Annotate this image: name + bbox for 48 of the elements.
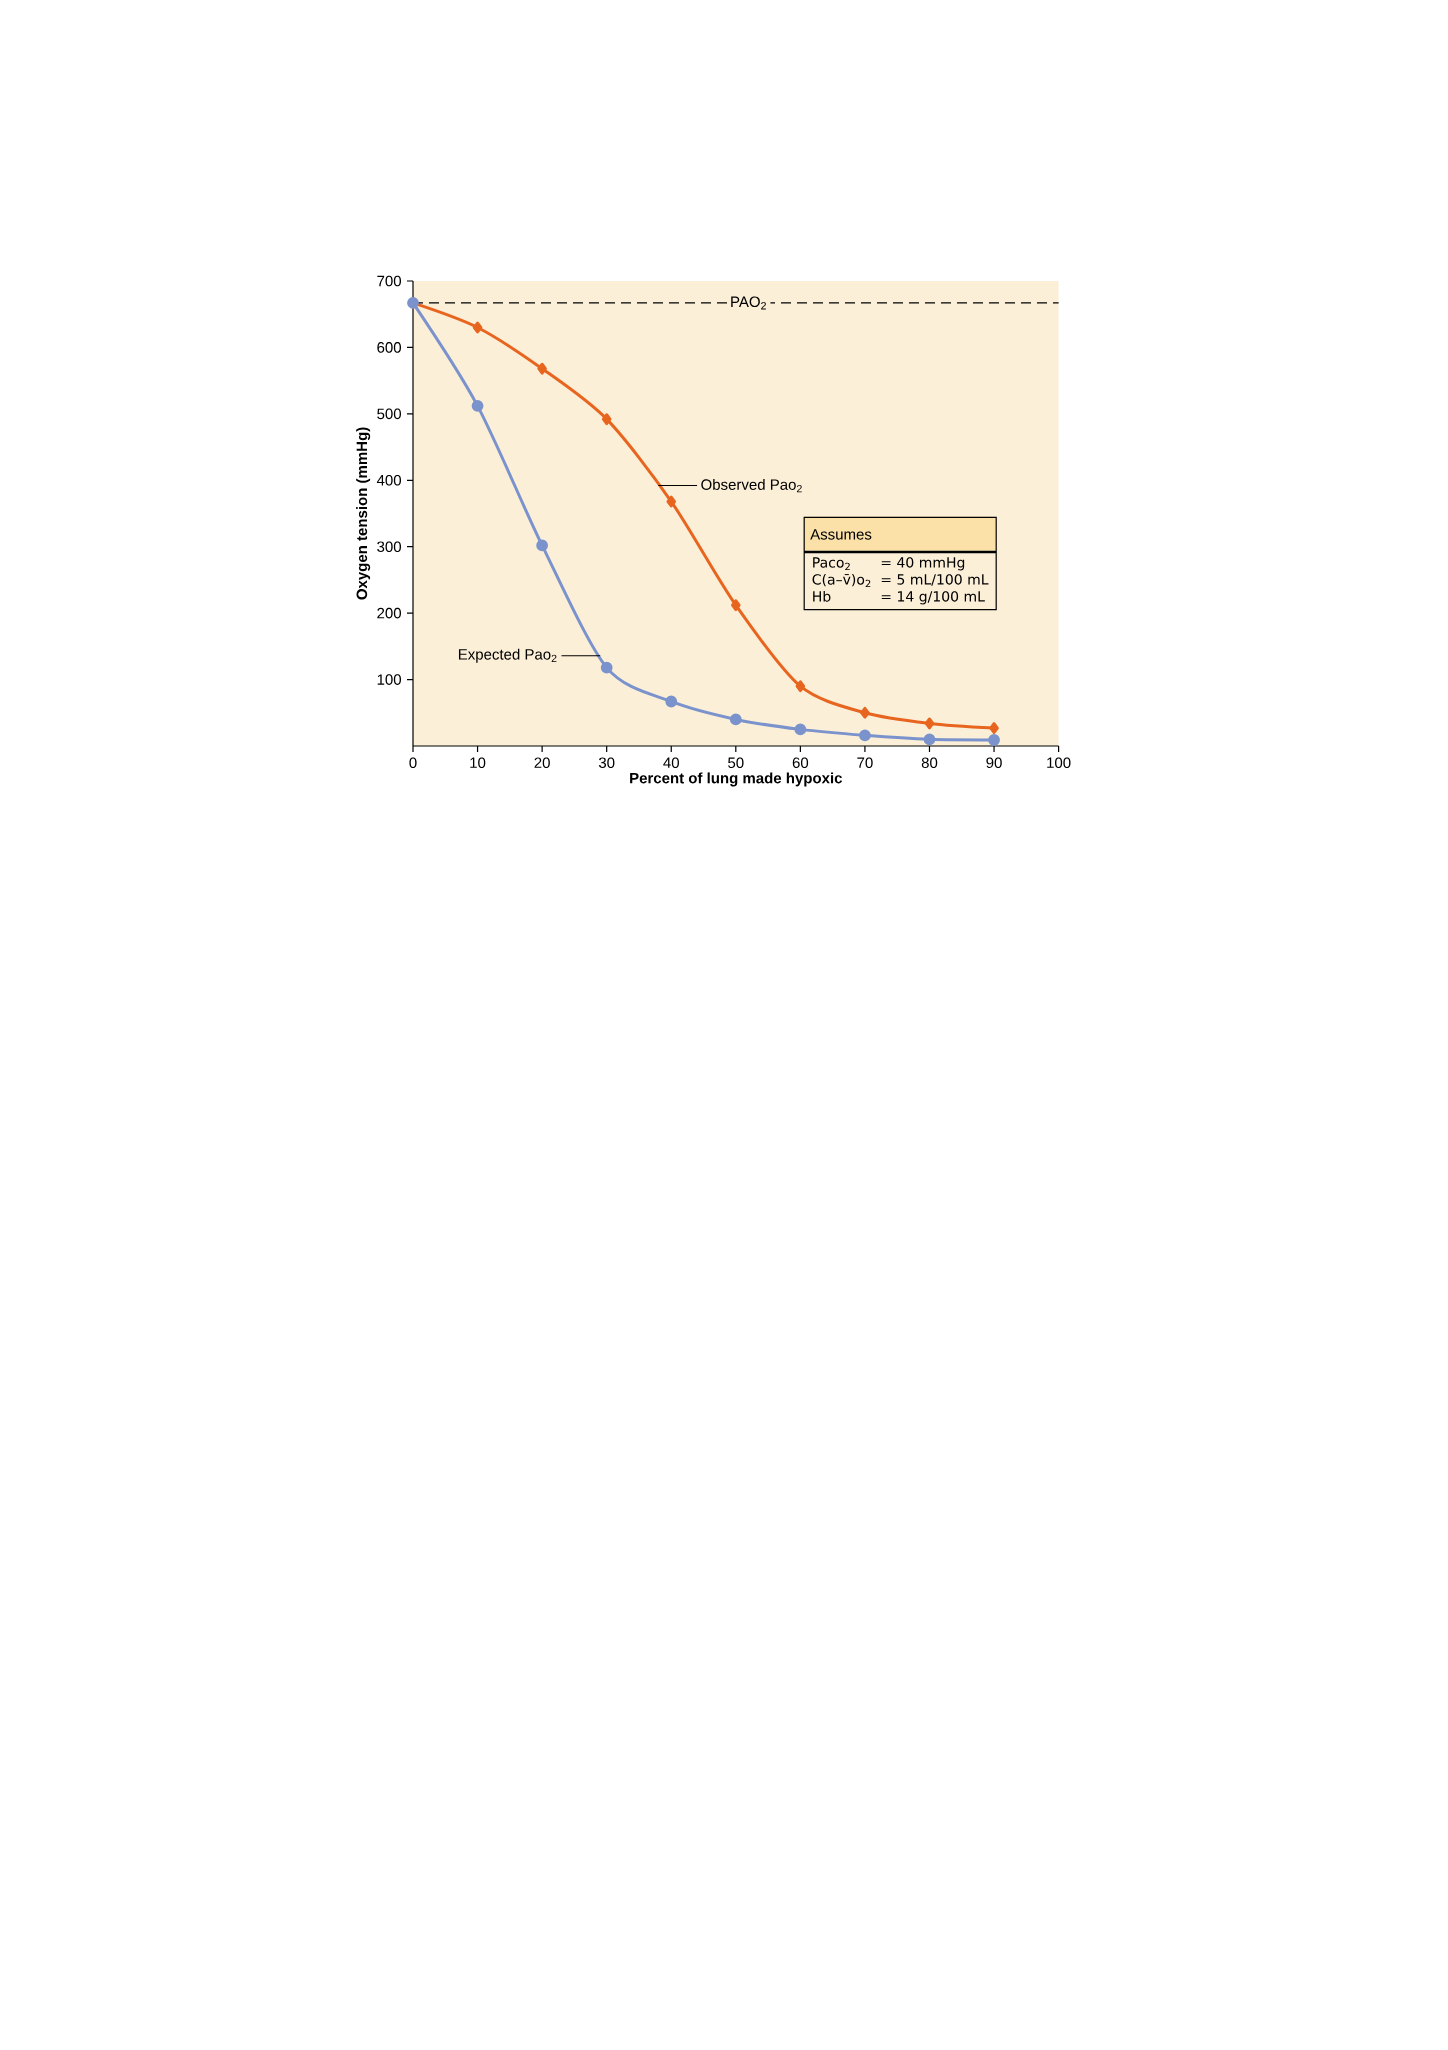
y-tick-label: 100 [377, 674, 401, 685]
point [729, 713, 742, 726]
x-tick-label: 70 [857, 757, 873, 769]
point [860, 706, 870, 719]
point [989, 722, 999, 734]
point [537, 362, 547, 375]
point [988, 734, 1000, 746]
point [600, 661, 613, 674]
y-tick-label: 300 [377, 541, 401, 553]
x-tick-label: 20 [534, 757, 550, 769]
y-tick-label: 600 [377, 342, 401, 353]
annotation: = 14 g/100 mL [881, 591, 985, 605]
x-tick-label: 0 [409, 757, 417, 769]
annotation: C(a–v̄)o$_{2}$ [812, 573, 871, 588]
point [536, 539, 549, 552]
x-tick-label: 10 [470, 757, 486, 769]
x-tick-label: 30 [598, 757, 615, 769]
annotation: = 5 mL/100 mL [881, 574, 989, 586]
point [923, 733, 936, 746]
annotation: Assumes [810, 529, 872, 540]
point [665, 695, 678, 708]
ref-line-label: PAO$_{2}$ [731, 296, 766, 310]
point [472, 321, 483, 334]
x-tick-label: 40 [663, 757, 679, 769]
point [859, 729, 871, 742]
x-tick-label: 100 [1047, 757, 1071, 769]
annotation: Expected Pao$_{2}$ [458, 648, 557, 663]
x-tick-label: 60 [792, 757, 809, 769]
annotation: Hb [813, 590, 831, 602]
annotation: Observed Pao$_{2}$ [701, 478, 802, 493]
x-tick-label: 90 [986, 757, 1002, 769]
y-axis-title: Oxygen tension (mmHg) [356, 427, 371, 600]
annotation: Paco$_{2}$ [813, 557, 850, 571]
x-axis-title: Percent of lung made hypoxic [630, 772, 843, 787]
point [731, 599, 741, 612]
point [795, 680, 806, 693]
y-tick-label: 700 [377, 275, 401, 287]
point [601, 413, 612, 426]
y-tick-label: 400 [376, 474, 401, 486]
x-tick-label: 80 [921, 757, 938, 769]
point [666, 495, 677, 508]
annotation: = 40 mmHg [881, 557, 965, 571]
point [794, 723, 807, 736]
x-tick-label: 50 [728, 757, 744, 769]
y-tick-label: 500 [377, 408, 401, 420]
y-tick-label: 200 [377, 607, 401, 619]
point [471, 399, 484, 412]
point [924, 717, 935, 730]
